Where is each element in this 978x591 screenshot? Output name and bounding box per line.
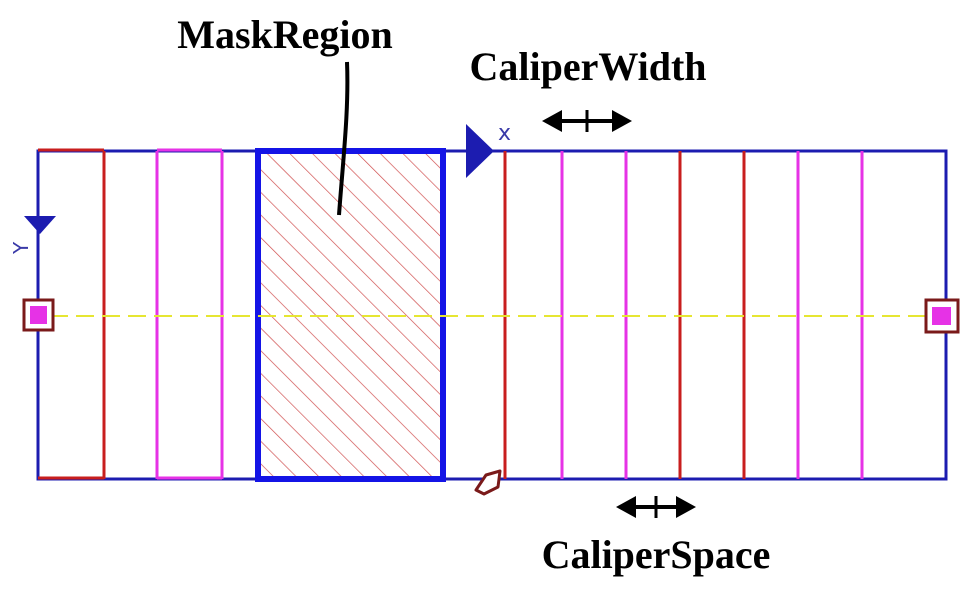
mask-region-label: MaskRegion xyxy=(177,12,393,57)
caliper-space-arrow-icon xyxy=(616,496,696,518)
x-axis-arrow-icon[interactable] xyxy=(466,124,494,178)
y-axis-arrow-icon[interactable] xyxy=(24,216,56,234)
caliper-lines-left xyxy=(38,148,224,480)
caliper-width-arrow-icon xyxy=(542,110,632,132)
rotate-handle-icon[interactable] xyxy=(474,469,502,496)
caliper-space-label: CaliperSpace xyxy=(542,532,771,577)
caliper-width-label: CaliperWidth xyxy=(469,44,706,89)
mask-region-pointer xyxy=(337,61,350,216)
left-handle[interactable] xyxy=(22,298,55,332)
y-axis-label: Y xyxy=(9,241,33,255)
right-handle[interactable] xyxy=(924,298,960,334)
x-axis-label: x xyxy=(498,121,511,146)
